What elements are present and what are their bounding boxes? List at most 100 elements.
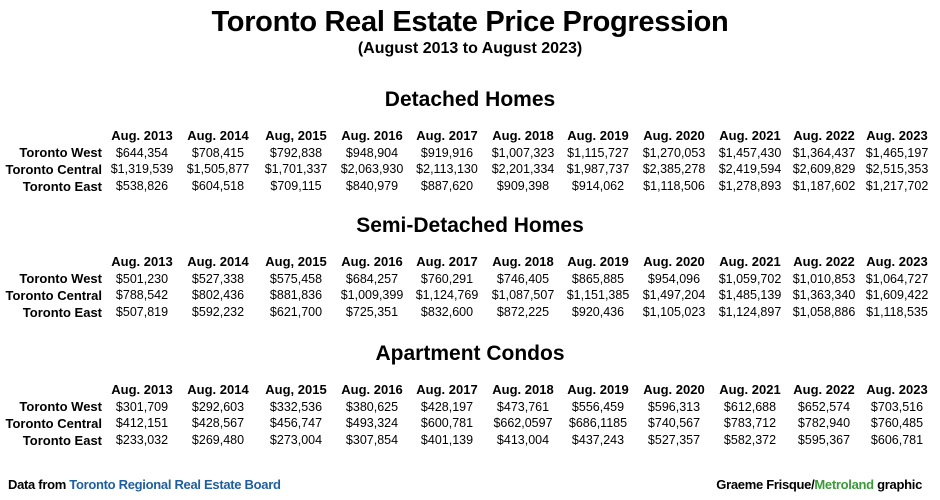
price-cell: $840,979 [345, 179, 399, 194]
price-cell: $760,291 [420, 271, 474, 286]
price-cell: $501,230 [115, 271, 169, 286]
column-header: Aug. 2021 [719, 128, 781, 143]
price-cell: $1,457,430 [718, 145, 782, 160]
column-header: Aug. 2017 [416, 382, 478, 397]
column-header: Aug. 2014 [187, 254, 249, 269]
price-cell: $1,105,023 [642, 305, 706, 320]
price-cell: $1,124,769 [415, 288, 479, 303]
column-header: Aug. 2019 [567, 128, 629, 143]
price-cell: $783,712 [723, 416, 777, 431]
price-cell: $802,436 [191, 288, 245, 303]
price-cell: $954,096 [647, 271, 701, 286]
price-cell: $832,600 [420, 305, 474, 320]
credit-brand: Metroland [814, 477, 874, 492]
column-header: Aug. 2017 [416, 254, 478, 269]
price-cell: $527,338 [191, 271, 245, 286]
price-cell: $919,916 [420, 145, 474, 160]
price-cell: $600,781 [420, 416, 474, 431]
price-cell: $1,364,437 [792, 145, 856, 160]
column-header: Aug. 2019 [567, 254, 629, 269]
column-header: Aug. 2018 [492, 382, 554, 397]
column-header: Aug. 2016 [341, 128, 403, 143]
column-header: Aug. 2023 [866, 254, 928, 269]
section-title: Detached Homes [384, 88, 556, 111]
price-cell: $493,324 [345, 416, 399, 431]
credit-name: Graeme Frisque/ [716, 477, 815, 492]
column-header: Aug. 2018 [492, 254, 554, 269]
price-cell: $582,372 [723, 433, 777, 448]
column-header: Aug. 2013 [111, 128, 173, 143]
price-cell: $1,465,197 [865, 145, 929, 160]
price-cell: $872,225 [496, 305, 550, 320]
price-cell: $456,747 [269, 416, 323, 431]
price-cell: $887,620 [420, 179, 474, 194]
price-cell: $684,257 [345, 271, 399, 286]
source-prefix: Data from [8, 477, 70, 492]
price-cell: $709,115 [270, 179, 322, 194]
price-cell: $2,609,829 [792, 162, 856, 177]
price-cell: $1,701,337 [264, 162, 328, 177]
price-cell: $1,270,053 [642, 145, 706, 160]
price-cell: $909,398 [496, 179, 550, 194]
price-cell: $1,058,886 [792, 305, 856, 320]
column-header: Aug, 2015 [265, 128, 327, 143]
price-cell: $760,485 [870, 416, 924, 431]
price-cell: $612,688 [723, 399, 777, 414]
price-cell: $621,700 [269, 305, 323, 320]
price-cell: $575,458 [269, 271, 323, 286]
price-cell: $1,187,602 [792, 179, 856, 194]
price-cell: $788,542 [115, 288, 169, 303]
column-header: Aug, 2015 [265, 254, 327, 269]
row-label: Toronto West [19, 399, 102, 414]
price-cell: $1,609,422 [865, 288, 929, 303]
price-cell: $686,1185 [568, 416, 628, 431]
price-cell: $1,987,737 [566, 162, 630, 177]
price-cell: $437,243 [571, 433, 625, 448]
price-cell: $604,518 [191, 179, 245, 194]
source-link[interactable]: Toronto Regional Real Estate Board [69, 477, 281, 492]
column-header: Aug. 2017 [416, 128, 478, 143]
column-header: Aug. 2021 [719, 254, 781, 269]
price-cell: $307,854 [345, 433, 399, 448]
section-semi-detached-homes: Semi-Detached Homes Aug. 2013 Aug. 2014 Aug… [0, 214, 940, 324]
row-label: Toronto East [22, 178, 102, 194]
column-header: Aug. 2022 [793, 382, 855, 397]
price-cell: $412,151 [115, 416, 169, 431]
column-header: Aug. 2020 [643, 382, 705, 397]
row-label: Toronto West [19, 145, 102, 160]
column-header: Aug. 2018 [492, 128, 554, 143]
price-cell: $595,367 [797, 433, 851, 448]
price-cell: $473,761 [496, 399, 550, 414]
price-cell: $1,497,204 [642, 288, 706, 303]
row-label: Toronto Central [5, 161, 102, 177]
price-cell: $865,885 [571, 271, 625, 286]
price-cell: $2,515,353 [865, 162, 929, 177]
row-label: Toronto East [22, 304, 102, 320]
column-header: Aug. 2023 [866, 128, 928, 143]
price-cell: $914,062 [571, 179, 625, 194]
price-cell: $1,151,385 [566, 288, 630, 303]
price-cell: $413,004 [496, 433, 550, 448]
column-header: Aug. 2022 [793, 128, 855, 143]
price-cell: $662,0597 [493, 416, 553, 431]
price-cell: $1,010,853 [792, 271, 856, 286]
price-cell: $596,313 [647, 399, 701, 414]
price-cell: $527,357 [647, 433, 701, 448]
price-cell: $920,436 [571, 305, 625, 320]
price-cell: $1,064,727 [865, 271, 929, 286]
price-cell: $2,419,594 [718, 162, 782, 177]
price-cell: $2,063,930 [340, 162, 404, 177]
price-cell: $1,087,507 [491, 288, 555, 303]
price-cell: $1,118,535 [866, 305, 928, 320]
price-cell: $428,567 [191, 416, 245, 431]
price-cell: $740,567 [647, 416, 701, 431]
column-header: Aug. 2013 [111, 254, 173, 269]
price-cell: $2,113,130 [416, 162, 478, 177]
price-cell: $273,004 [269, 433, 323, 448]
price-cell: $428,197 [420, 399, 474, 414]
price-cell: $556,459 [571, 399, 625, 414]
credit-suffix: graphic [873, 477, 922, 492]
price-cell: $1,059,702 [718, 271, 782, 286]
price-cell: $782,940 [797, 416, 851, 431]
